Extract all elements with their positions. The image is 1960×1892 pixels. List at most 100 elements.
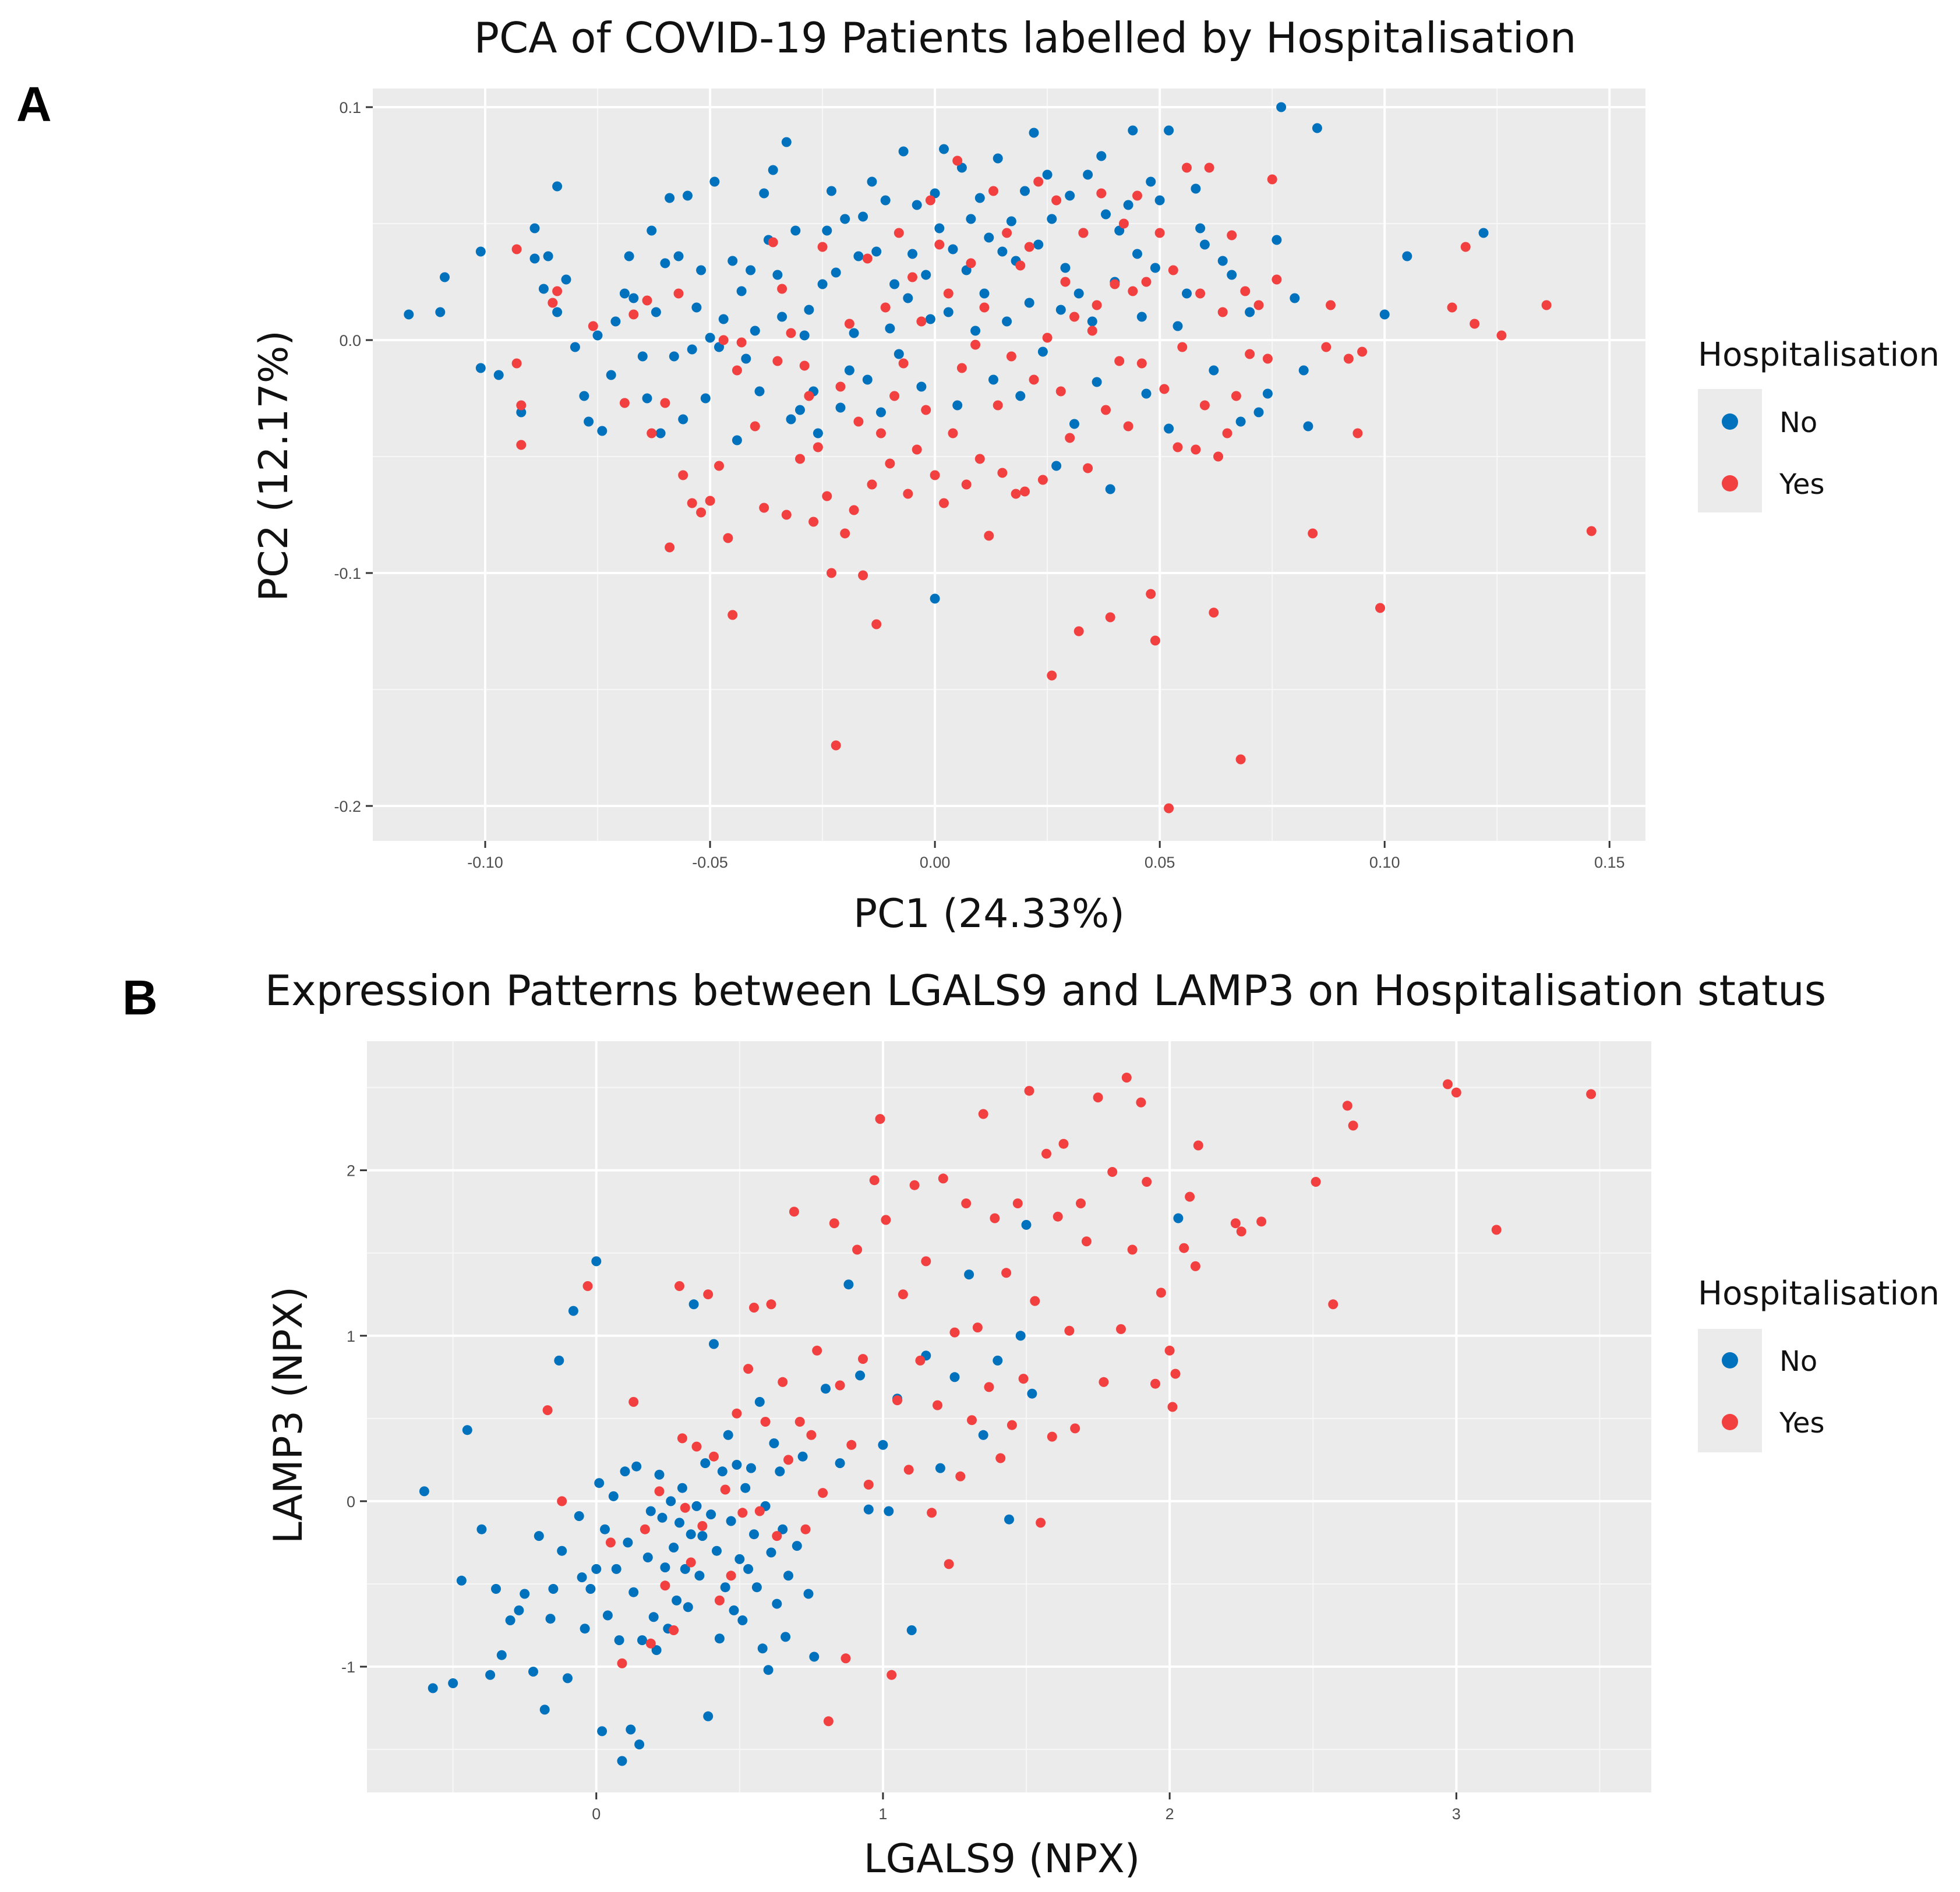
x-tick-label: 0	[592, 1805, 601, 1823]
point-yes	[1204, 162, 1214, 173]
point-yes	[934, 239, 945, 250]
point-no	[740, 1483, 751, 1493]
point-no	[736, 286, 747, 296]
point-no	[648, 1612, 659, 1622]
point-yes	[783, 1455, 793, 1465]
y-tick-label: 2	[347, 1162, 355, 1180]
y-tick-label: -0.1	[334, 565, 361, 582]
point-yes	[956, 363, 967, 373]
legend-label-no: No	[1779, 1345, 1817, 1378]
point-no	[419, 1486, 429, 1497]
grid	[367, 1041, 1651, 1792]
point-no	[634, 1739, 645, 1750]
point-yes	[898, 1289, 908, 1300]
x-tick-label: 0.00	[920, 854, 951, 871]
point-no	[665, 193, 675, 203]
point-no	[1173, 1213, 1184, 1223]
point-no	[1217, 256, 1228, 266]
point-yes	[628, 1396, 639, 1407]
point-yes	[1193, 1140, 1203, 1151]
legend-title: Hospitalisation	[1698, 1275, 1940, 1313]
point-yes	[812, 1345, 822, 1356]
point-yes	[647, 428, 657, 438]
point-yes	[789, 1207, 799, 1217]
point-yes	[732, 1408, 742, 1419]
point-yes	[1047, 670, 1057, 681]
point-yes	[881, 1215, 891, 1225]
point-yes	[1132, 190, 1142, 201]
point-no	[775, 1466, 785, 1477]
point-yes	[880, 302, 891, 313]
point-yes	[1262, 353, 1273, 364]
point-yes	[723, 533, 733, 543]
point-yes	[933, 1400, 942, 1410]
point-no	[766, 1547, 776, 1558]
point-no	[741, 353, 751, 364]
point-no	[1195, 223, 1206, 234]
point-yes	[542, 1405, 553, 1416]
point-no	[732, 435, 742, 445]
point-no	[867, 176, 877, 187]
point-no	[889, 279, 900, 289]
point-yes	[1236, 1226, 1246, 1237]
point-yes	[990, 1213, 1000, 1223]
point-no	[781, 137, 792, 147]
point-no	[993, 1355, 1003, 1366]
point-no	[912, 200, 922, 210]
point-yes	[1164, 1345, 1175, 1356]
point-yes	[749, 1303, 759, 1313]
point-no	[925, 314, 935, 324]
point-no	[1290, 293, 1300, 303]
point-no	[561, 274, 571, 285]
point-no	[876, 407, 886, 418]
point-yes	[943, 288, 953, 299]
point-yes	[1348, 1120, 1358, 1131]
point-yes	[1179, 1243, 1189, 1253]
point-no	[863, 1504, 874, 1515]
point-no	[672, 1595, 682, 1605]
point-no	[1027, 1388, 1037, 1399]
point-yes	[705, 496, 715, 506]
x-tick-label: 0.10	[1369, 854, 1400, 871]
point-yes	[1029, 374, 1039, 385]
point-no	[817, 279, 828, 289]
point-yes	[516, 440, 527, 450]
point-yes	[1227, 230, 1237, 241]
point-yes	[1235, 754, 1246, 765]
x-tick-label: 2	[1166, 1805, 1174, 1823]
point-yes	[800, 1524, 811, 1534]
point-yes	[1018, 1374, 1029, 1384]
point-no	[759, 188, 769, 199]
point-no	[754, 1396, 765, 1407]
point-yes	[938, 1173, 948, 1184]
point-yes	[1011, 489, 1021, 499]
point-yes	[1164, 803, 1174, 814]
point-yes	[1127, 1244, 1138, 1255]
point-yes	[654, 1486, 665, 1497]
y-tick-label: 1	[347, 1328, 355, 1345]
point-no	[545, 1614, 556, 1624]
legend-marker-no	[1722, 1352, 1738, 1368]
point-yes	[1069, 312, 1079, 322]
point-yes	[835, 1380, 845, 1391]
point-no	[970, 326, 981, 336]
point-no	[1253, 407, 1264, 418]
x-tick-label: 1	[878, 1805, 887, 1823]
legend-key-background	[1698, 1329, 1762, 1452]
point-yes	[772, 1531, 782, 1541]
point-yes	[588, 321, 598, 331]
point-no	[594, 1478, 605, 1488]
point-yes	[1076, 1198, 1086, 1208]
point-yes	[1443, 1079, 1453, 1090]
point-no	[505, 1615, 515, 1625]
point-yes	[867, 479, 877, 490]
point-yes	[898, 358, 909, 369]
point-yes	[1101, 405, 1111, 415]
point-no	[691, 302, 702, 313]
point-yes	[955, 1471, 966, 1481]
point-yes	[995, 1453, 1006, 1463]
point-yes	[823, 1716, 834, 1727]
point-no	[772, 270, 783, 280]
point-no	[1150, 263, 1160, 273]
point-yes	[978, 1109, 988, 1119]
